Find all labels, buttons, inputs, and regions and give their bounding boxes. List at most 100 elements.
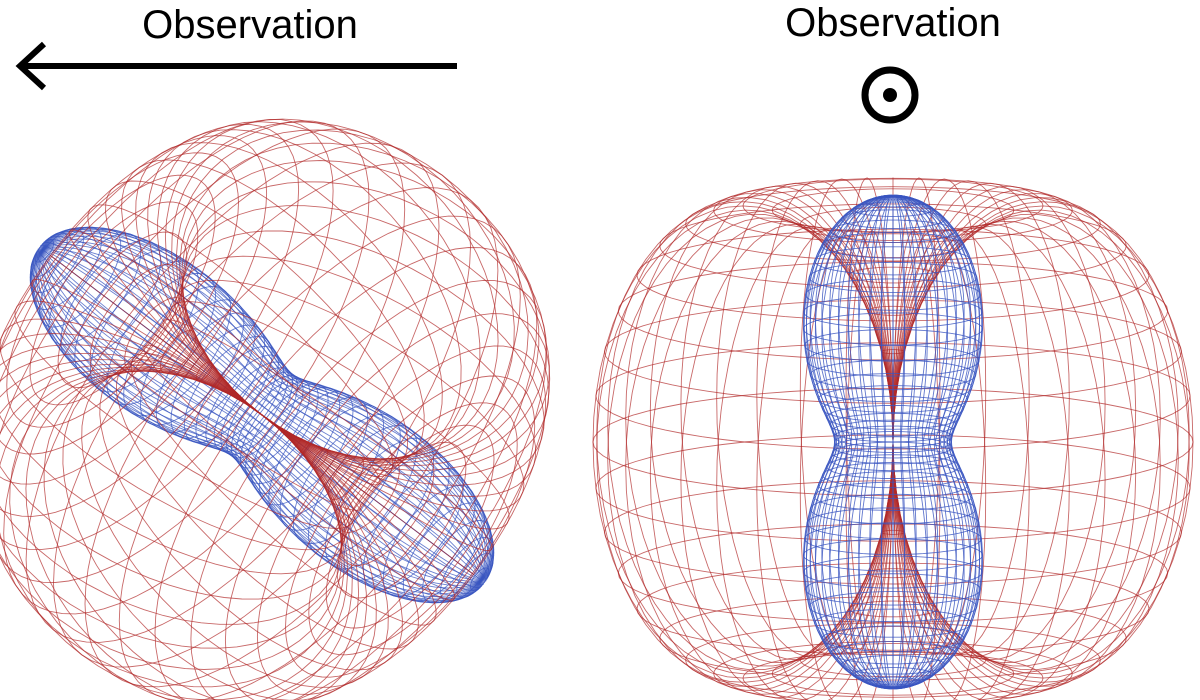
mesh-line — [456, 553, 494, 598]
mesh-line — [160, 330, 197, 374]
mesh-line — [29, 201, 199, 406]
mesh-line — [803, 555, 983, 589]
mesh-line — [817, 471, 969, 499]
mesh-line — [42, 246, 493, 581]
mesh-line — [867, 305, 919, 316]
mesh-line — [867, 568, 919, 579]
mesh-line — [362, 468, 464, 590]
mesh-line — [742, 650, 1044, 700]
mesh-line — [685, 186, 1101, 262]
mesh-line — [659, 203, 1127, 288]
mesh-line — [805, 278, 981, 311]
mesh-line — [245, 383, 329, 485]
mesh-line — [235, 378, 311, 469]
mesh-line — [31, 249, 482, 584]
mesh-line — [829, 412, 957, 437]
mesh-line — [804, 329, 982, 362]
mesh-line — [3, 128, 406, 615]
mesh-line — [802, 538, 984, 572]
mesh-line — [821, 625, 965, 652]
mesh-line — [29, 227, 84, 293]
mesh-line — [804, 522, 982, 555]
mesh-line — [0, 152, 239, 455]
mesh-line — [834, 431, 952, 453]
mesh-line — [402, 502, 485, 602]
mesh-line — [155, 312, 256, 433]
mesh-line — [595, 342, 1191, 450]
mesh-line — [0, 135, 268, 485]
mesh-line — [806, 344, 980, 377]
observation-arrow — [15, 41, 457, 91]
mesh-line — [636, 562, 1150, 656]
mesh-line — [42, 248, 492, 581]
mesh-line — [814, 608, 972, 638]
mesh-line — [817, 385, 969, 413]
mesh-line — [34, 239, 54, 263]
mesh-line — [57, 231, 188, 389]
mesh-line — [603, 299, 1183, 404]
mesh-line — [154, 247, 538, 700]
mesh-line — [830, 641, 956, 665]
mesh-line — [865, 676, 921, 688]
mesh-line — [230, 389, 235, 396]
mesh-line — [603, 480, 1183, 585]
mesh-line — [826, 405, 960, 430]
mesh-line — [84, 187, 499, 688]
mesh-line — [118, 215, 521, 700]
mesh-line — [183, 335, 273, 444]
mesh-line — [308, 402, 518, 656]
mesh-line — [830, 219, 956, 243]
mesh-line — [224, 313, 551, 700]
mesh-line — [636, 228, 1150, 322]
mesh-line — [809, 359, 977, 391]
mesh-line — [220, 367, 294, 455]
mesh-line — [195, 361, 213, 382]
mesh-line — [89, 263, 184, 377]
mesh-line — [251, 386, 341, 495]
mesh-line — [840, 209, 946, 229]
mesh-line — [822, 462, 964, 489]
mesh-line — [25, 142, 440, 643]
mesh-line — [852, 201, 934, 217]
mesh-line — [256, 345, 547, 695]
mesh-line — [814, 246, 972, 276]
mesh-line — [840, 655, 946, 675]
mesh-line — [325, 424, 495, 629]
mesh-line — [340, 453, 435, 567]
mesh-line — [0, 120, 370, 583]
mesh-line — [382, 485, 476, 597]
right-label: Observation — [785, 1, 1001, 45]
mesh-line — [124, 297, 187, 372]
mesh-line — [240, 380, 319, 476]
mesh-line — [833, 436, 953, 459]
mesh-line — [32, 249, 482, 582]
mesh-line — [336, 441, 467, 599]
mesh-line — [0, 118, 334, 551]
mesh-line — [139, 299, 245, 426]
mesh-line — [806, 507, 980, 540]
mesh-line — [195, 345, 279, 447]
mesh-line — [659, 596, 1127, 681]
mesh-line — [60, 240, 162, 362]
mesh-line — [833, 425, 953, 448]
mesh-line — [878, 194, 908, 201]
mesh-line — [39, 228, 122, 328]
mesh-line — [0, 333, 346, 575]
mesh-line — [6, 174, 216, 428]
mesh-line — [89, 260, 199, 393]
mesh-line — [822, 395, 964, 422]
mesh-line — [170, 324, 265, 439]
mesh-line — [311, 448, 329, 469]
mesh-line — [852, 667, 934, 683]
mesh-line — [713, 641, 1073, 700]
mesh-line — [190, 279, 548, 700]
mesh-line — [829, 447, 957, 472]
mesh-line — [123, 286, 232, 417]
mesh-line — [327, 456, 364, 500]
mesh-line — [617, 261, 1169, 361]
mesh-line — [337, 458, 400, 533]
mesh-line — [48, 233, 142, 345]
mesh-line — [285, 375, 536, 678]
mesh-line — [325, 437, 435, 570]
